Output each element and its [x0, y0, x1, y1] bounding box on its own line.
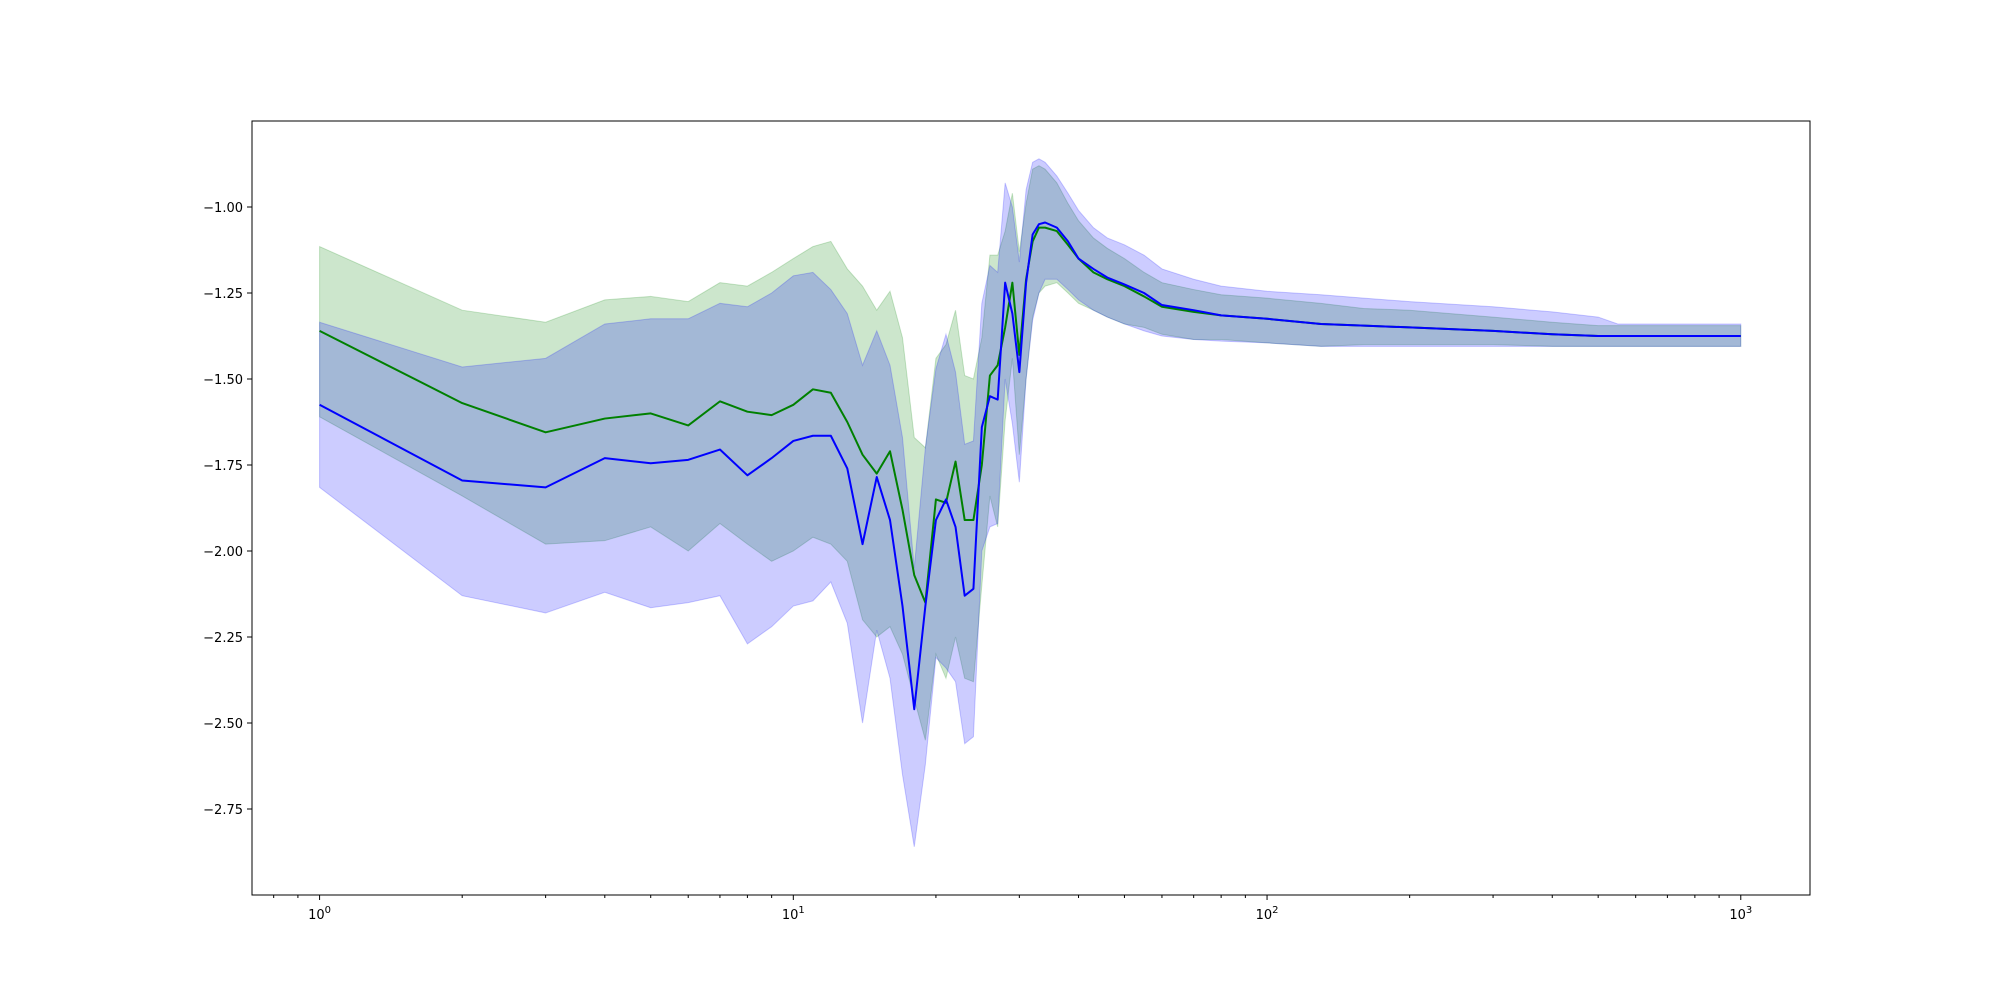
- y-tick-label: −1.00: [203, 201, 243, 216]
- x-tick-label: 102: [1256, 905, 1279, 923]
- y-tick-label: −1.75: [203, 459, 243, 474]
- confidence-bands: [319, 158, 1742, 847]
- y-tick-label: −2.50: [203, 717, 243, 732]
- y-tick-label: −2.75: [203, 803, 243, 818]
- series-1-line: [319, 221, 1741, 711]
- y-tick-label: −1.50: [203, 373, 243, 388]
- plot-area-frame: [251, 120, 1811, 896]
- x-axis: 100 101 102 103: [273, 895, 1752, 923]
- x-tick-label: 101: [782, 905, 805, 923]
- y-axis: −1.00 −1.25 −1.50 −1.75 −2.00 −2.25 −2.50 −2.75: [203, 201, 252, 818]
- x-tick-label: 103: [1729, 905, 1752, 923]
- y-tick-label: −2.00: [203, 545, 243, 560]
- series-0-band: [319, 165, 1742, 741]
- y-tick-label: −1.25: [203, 287, 243, 302]
- y-tick-label: −2.25: [203, 631, 243, 646]
- x-tick-label: 100: [308, 905, 331, 923]
- series-lines: [319, 221, 1741, 711]
- series-1-band: [319, 158, 1742, 847]
